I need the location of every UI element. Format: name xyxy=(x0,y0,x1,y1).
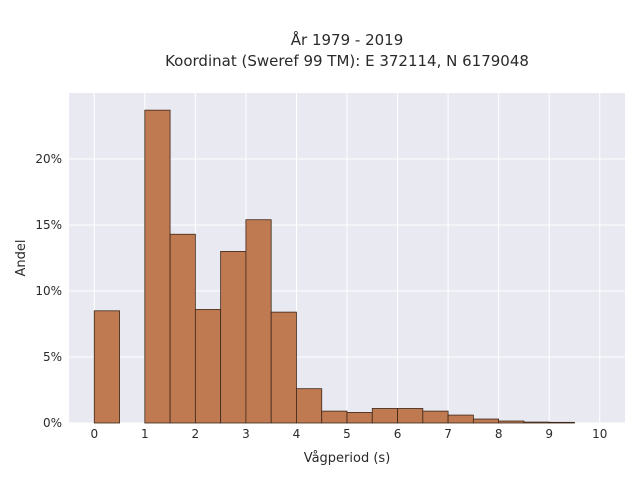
x-tick-label: 9 xyxy=(545,427,553,441)
histogram-bar xyxy=(422,410,449,424)
histogram-bar xyxy=(220,250,247,424)
x-tick-label: 8 xyxy=(495,427,503,441)
histogram-bar xyxy=(296,388,323,424)
y-axis-ticks: 0% 5% 10% 15% 20% xyxy=(35,152,62,430)
x-tick-label: 1 xyxy=(141,427,149,441)
histogram-bar xyxy=(472,418,500,424)
chart-title-line-1: År 1979 - 2019 xyxy=(291,30,404,49)
histogram-bar xyxy=(548,421,575,424)
x-tick-label: 3 xyxy=(242,427,250,441)
histogram-bar xyxy=(270,311,297,424)
histogram-bar xyxy=(523,421,550,424)
x-axis-label: Vågperiod (s) xyxy=(304,451,391,466)
x-axis-ticks: 0 1 2 3 4 5 6 7 8 9 10 xyxy=(90,427,607,441)
histogram-bar xyxy=(169,233,196,424)
x-tick-label: 10 xyxy=(592,427,607,441)
histogram-bar xyxy=(447,414,474,424)
histogram-bar xyxy=(498,420,525,424)
histogram-bar xyxy=(93,310,120,424)
histogram-bar xyxy=(397,408,424,424)
x-tick-label: 6 xyxy=(394,427,402,441)
x-tick-label: 0 xyxy=(90,427,98,441)
x-tick-label: 4 xyxy=(293,427,301,441)
x-tick-label: 7 xyxy=(444,427,452,441)
y-axis-label: Andel xyxy=(14,240,29,277)
histogram-bar xyxy=(371,408,398,424)
y-tick-label: 20% xyxy=(35,152,62,166)
histogram-bar xyxy=(245,219,272,424)
bars xyxy=(93,109,575,424)
y-tick-label: 0% xyxy=(43,416,62,430)
x-tick-label: 2 xyxy=(192,427,200,441)
y-tick-label: 10% xyxy=(35,284,62,298)
y-tick-label: 5% xyxy=(43,350,62,364)
histogram-bar xyxy=(321,410,348,424)
y-tick-label: 15% xyxy=(35,218,62,232)
histogram-bar xyxy=(346,412,373,424)
histogram-bar xyxy=(144,109,171,424)
chart-title-line-2: Koordinat (Sweref 99 TM): E 372114, N 61… xyxy=(165,52,529,70)
histogram-bar xyxy=(194,309,222,424)
x-tick-label: 5 xyxy=(343,427,351,441)
